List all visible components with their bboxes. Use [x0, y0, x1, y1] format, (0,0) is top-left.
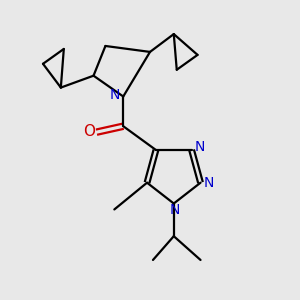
- Text: N: N: [204, 176, 214, 190]
- Text: O: O: [83, 124, 95, 139]
- Text: N: N: [195, 140, 205, 154]
- Text: N: N: [110, 88, 120, 102]
- Text: N: N: [170, 203, 181, 217]
